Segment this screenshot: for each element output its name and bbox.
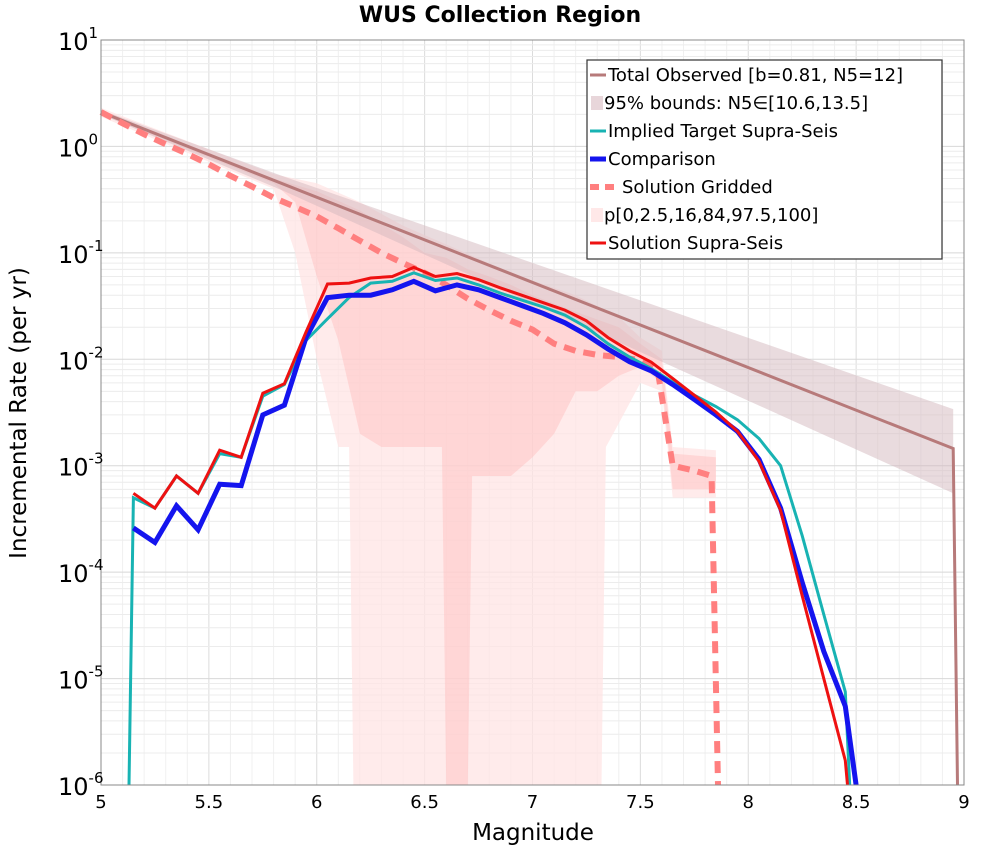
legend-label: Implied Target Supra-Seis <box>608 121 838 142</box>
x-tick-label: 8.5 <box>842 792 871 813</box>
y-tick-label: 10-4 <box>58 556 104 588</box>
y-tick-base: 10 <box>58 28 89 56</box>
y-tick-base: 10 <box>58 241 89 269</box>
legend-label: p[0,2.5,16,84,97.5,100] <box>604 205 818 226</box>
y-tick-exponent: -5 <box>89 663 104 681</box>
y-tick-base: 10 <box>58 667 89 695</box>
bounds-95-band <box>101 110 954 494</box>
percentile-band-outer <box>101 107 716 785</box>
y-tick-base: 10 <box>58 454 89 482</box>
y-tick-label: 10-2 <box>58 343 104 375</box>
legend-label: Comparison <box>608 149 716 170</box>
x-tick-label: 7.5 <box>626 792 655 813</box>
x-tick-label: 6 <box>311 792 322 813</box>
lines-layer <box>99 109 959 786</box>
x-tick-label: 8 <box>743 792 754 813</box>
y-tick-exponent: 1 <box>89 24 99 42</box>
y-tick-label: 10-1 <box>58 237 104 269</box>
y-tick-label: 10-6 <box>58 769 104 801</box>
y-tick-base: 10 <box>58 773 89 801</box>
x-tick-label: 7 <box>527 792 538 813</box>
x-tick-label: 5 <box>95 792 106 813</box>
x-tick-label: 6.5 <box>410 792 439 813</box>
chart-title: WUS Collection Region <box>359 3 641 28</box>
y-tick-exponent: -2 <box>89 343 104 361</box>
x-tick-label: 9 <box>958 792 969 813</box>
y-tick-exponent: -3 <box>89 450 104 468</box>
y-tick-base: 10 <box>58 347 89 375</box>
plot-frame <box>100 39 965 786</box>
legend-label: Solution Supra-Seis <box>608 233 783 254</box>
y-tick-label: 10-5 <box>58 663 104 695</box>
total-observed-line <box>100 110 959 786</box>
y-tick-exponent: -4 <box>89 556 104 574</box>
y-tick-exponent: 0 <box>89 130 99 148</box>
x-axis-ticks: 5 5.5 6 6.5 7 7.5 8 8.5 9 <box>95 792 969 813</box>
y-tick-label: 100 <box>58 130 98 162</box>
x-tick-label: 5.5 <box>195 792 224 813</box>
legend-label: 95% bounds: N5∈[10.6,13.5] <box>604 93 868 114</box>
x-axis-label: Magnitude <box>472 820 594 846</box>
y-axis-label: Incremental Rate (per yr) <box>6 267 32 559</box>
y-tick-base: 10 <box>58 134 89 162</box>
y-tick-exponent: -1 <box>89 237 104 255</box>
y-tick-base: 10 <box>58 560 89 588</box>
y-tick-exponent: -6 <box>89 769 104 787</box>
legend: Total Observed [b=0.81, N5=12] 95% bounds… <box>586 59 943 260</box>
y-tick-label: 101 <box>58 24 98 56</box>
legend-swatch <box>591 208 603 222</box>
legend-label: Total Observed [b=0.81, N5=12] <box>607 65 903 86</box>
solution-supra-line <box>132 265 849 786</box>
legend-box <box>586 59 943 260</box>
legend-swatch <box>591 96 603 110</box>
y-tick-label: 10-3 <box>58 450 104 482</box>
legend-label: Solution Gridded <box>622 177 773 198</box>
bands-layer <box>101 107 954 785</box>
